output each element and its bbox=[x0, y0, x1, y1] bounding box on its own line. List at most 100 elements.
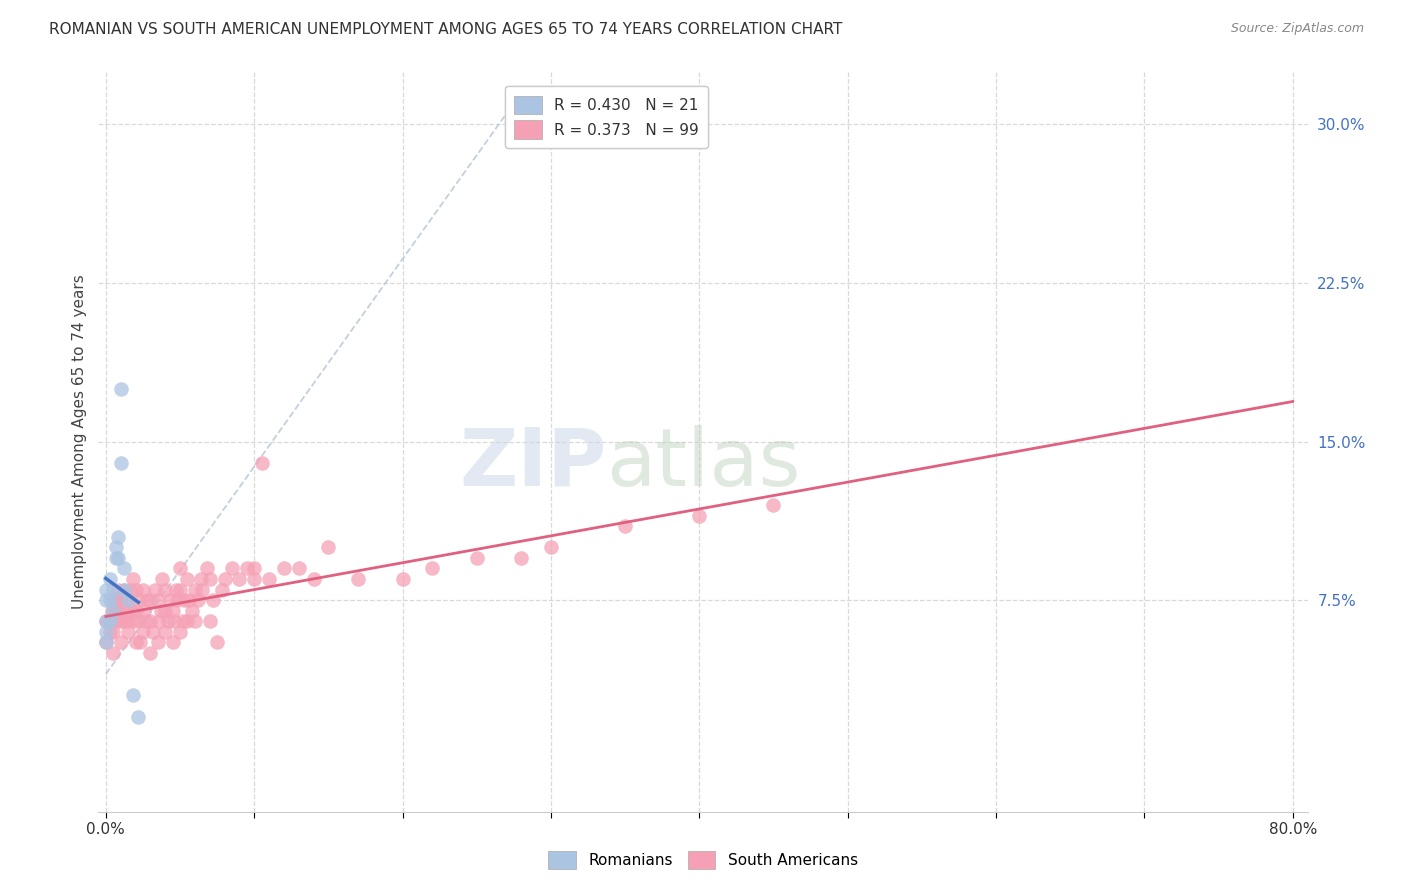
Point bbox=[132, 582, 155, 597]
Point bbox=[135, 615, 157, 629]
Point bbox=[176, 615, 198, 629]
Point bbox=[134, 604, 156, 618]
Point bbox=[214, 572, 236, 586]
Point bbox=[107, 582, 129, 597]
Point bbox=[103, 604, 125, 618]
Point bbox=[139, 646, 162, 660]
Point bbox=[157, 615, 180, 629]
Text: ZIP: ZIP bbox=[458, 425, 606, 503]
Point bbox=[139, 615, 162, 629]
Point bbox=[236, 561, 259, 575]
Point bbox=[110, 382, 132, 396]
Point bbox=[180, 604, 202, 618]
Point bbox=[143, 582, 166, 597]
Point bbox=[142, 624, 165, 639]
Point bbox=[132, 624, 155, 639]
Point bbox=[198, 572, 221, 586]
Point bbox=[127, 593, 149, 607]
Point bbox=[98, 615, 121, 629]
Point bbox=[107, 604, 129, 618]
Point bbox=[121, 689, 143, 703]
Point bbox=[107, 550, 129, 565]
Point bbox=[103, 593, 125, 607]
Point bbox=[127, 709, 149, 723]
Point bbox=[347, 572, 370, 586]
Point bbox=[187, 593, 209, 607]
Point bbox=[221, 561, 243, 575]
Point bbox=[184, 615, 207, 629]
Point bbox=[103, 582, 125, 597]
Point bbox=[112, 561, 135, 575]
Point bbox=[190, 572, 212, 586]
Point bbox=[250, 456, 273, 470]
Point bbox=[510, 550, 533, 565]
Point bbox=[104, 604, 127, 618]
Point bbox=[94, 593, 117, 607]
Point bbox=[98, 624, 121, 639]
Text: Source: ZipAtlas.com: Source: ZipAtlas.com bbox=[1230, 22, 1364, 36]
Point bbox=[243, 561, 266, 575]
Point bbox=[273, 561, 295, 575]
Point bbox=[118, 582, 141, 597]
Point bbox=[172, 615, 194, 629]
Point bbox=[114, 604, 136, 618]
Point bbox=[201, 593, 224, 607]
Point bbox=[136, 593, 159, 607]
Point bbox=[420, 561, 443, 575]
Legend: Romanians, South Americans: Romanians, South Americans bbox=[543, 845, 863, 875]
Point bbox=[103, 646, 125, 660]
Point bbox=[228, 572, 250, 586]
Point bbox=[108, 593, 131, 607]
Point bbox=[391, 572, 413, 586]
Point bbox=[117, 593, 139, 607]
Point bbox=[94, 635, 117, 649]
Point bbox=[198, 615, 221, 629]
Point bbox=[94, 615, 117, 629]
Point bbox=[173, 593, 195, 607]
Point bbox=[105, 541, 128, 555]
Y-axis label: Unemployment Among Ages 65 to 74 years: Unemployment Among Ages 65 to 74 years bbox=[72, 274, 87, 609]
Point bbox=[146, 635, 169, 649]
Point bbox=[112, 582, 135, 597]
Point bbox=[195, 561, 218, 575]
Point bbox=[110, 593, 132, 607]
Point bbox=[166, 593, 188, 607]
Point bbox=[205, 635, 228, 649]
Point bbox=[176, 572, 198, 586]
Point bbox=[177, 593, 200, 607]
Point bbox=[153, 604, 176, 618]
Text: ROMANIAN VS SOUTH AMERICAN UNEMPLOYMENT AMONG AGES 65 TO 74 YEARS CORRELATION CH: ROMANIAN VS SOUTH AMERICAN UNEMPLOYMENT … bbox=[49, 22, 842, 37]
Point bbox=[110, 635, 132, 649]
Point bbox=[129, 635, 152, 649]
Point bbox=[614, 519, 637, 533]
Point bbox=[115, 615, 138, 629]
Point bbox=[110, 615, 132, 629]
Point bbox=[107, 530, 129, 544]
Point bbox=[100, 604, 122, 618]
Point bbox=[139, 593, 162, 607]
Point bbox=[162, 604, 184, 618]
Point bbox=[149, 604, 172, 618]
Legend: R = 0.430   N = 21, R = 0.373   N = 99: R = 0.430 N = 21, R = 0.373 N = 99 bbox=[505, 87, 707, 148]
Point bbox=[117, 593, 139, 607]
Point bbox=[150, 572, 173, 586]
Point bbox=[148, 615, 170, 629]
Point bbox=[121, 615, 143, 629]
Point bbox=[153, 582, 176, 597]
Point bbox=[112, 582, 135, 597]
Point bbox=[153, 624, 176, 639]
Point bbox=[169, 624, 191, 639]
Point bbox=[112, 615, 135, 629]
Point bbox=[318, 541, 340, 555]
Point bbox=[98, 572, 121, 586]
Point bbox=[688, 508, 710, 523]
Point bbox=[98, 615, 121, 629]
Point bbox=[98, 593, 121, 607]
Text: atlas: atlas bbox=[606, 425, 800, 503]
Point bbox=[120, 604, 142, 618]
Point bbox=[105, 615, 128, 629]
Point bbox=[162, 635, 184, 649]
Point bbox=[184, 582, 207, 597]
Point bbox=[287, 561, 309, 575]
Point bbox=[159, 593, 181, 607]
